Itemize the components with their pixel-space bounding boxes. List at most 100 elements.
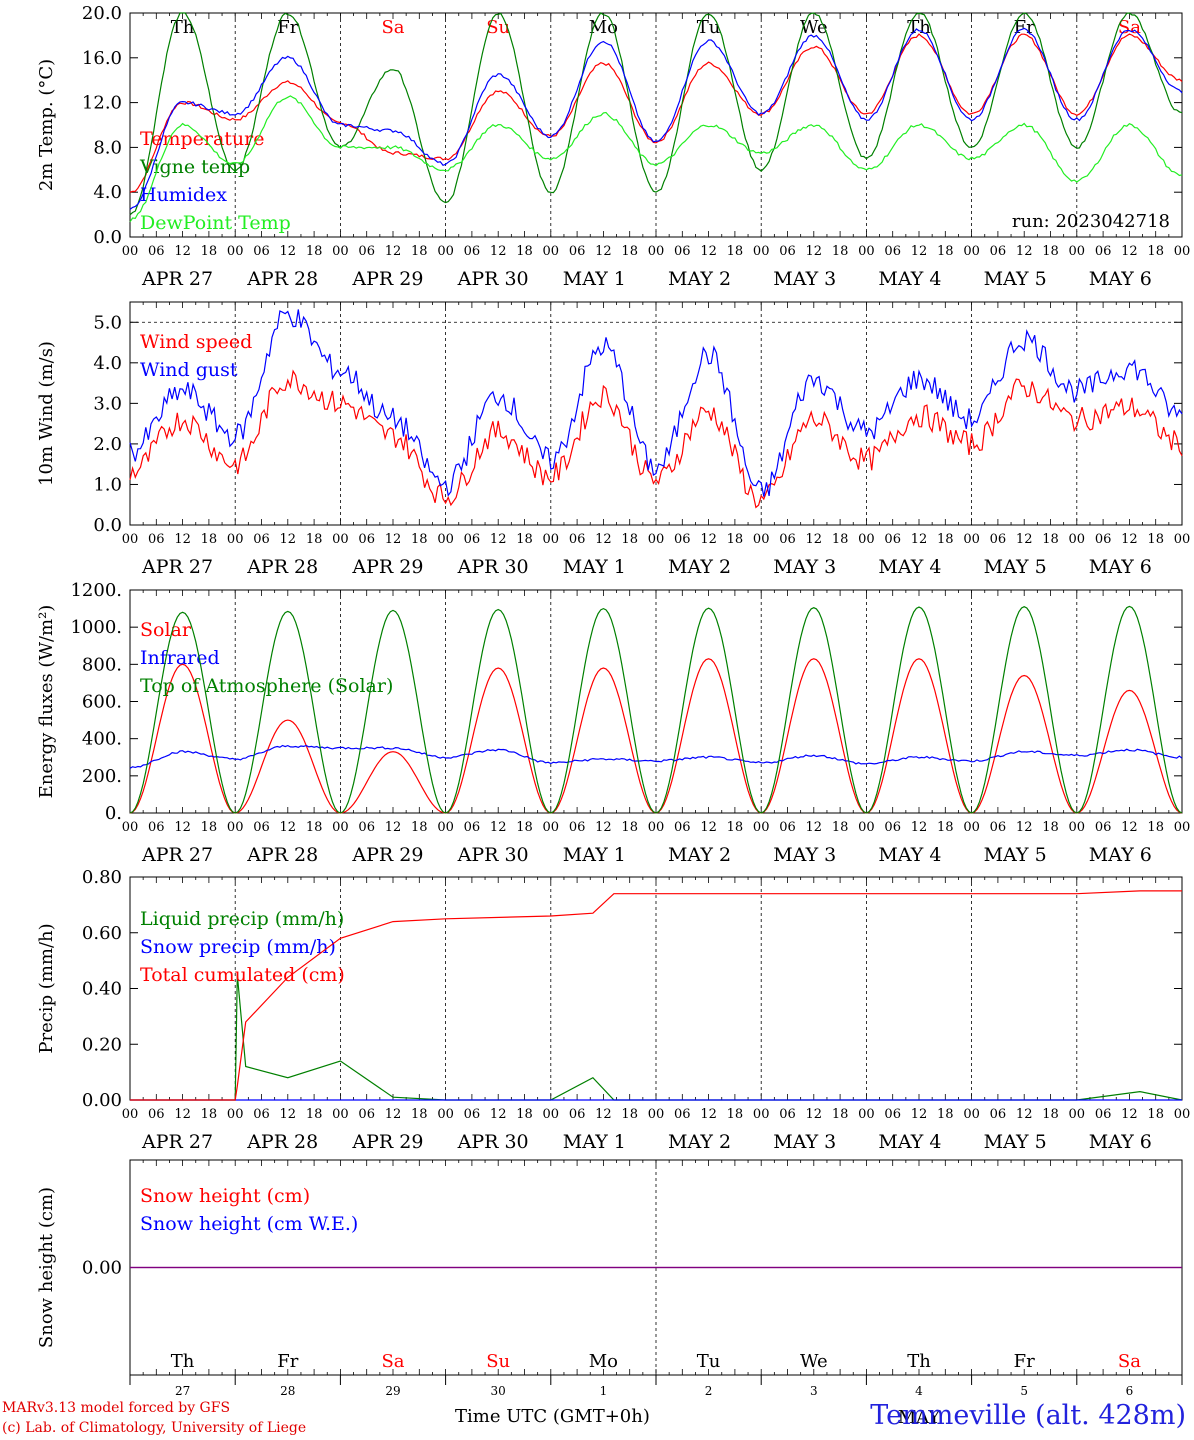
- hour-label: 06: [569, 1107, 586, 1122]
- hour-label: 00: [332, 532, 349, 547]
- hour-label: 06: [1095, 820, 1112, 835]
- hour-label: 12: [700, 532, 717, 547]
- hour-label: 00: [227, 1107, 244, 1122]
- series-line-green: [129, 605, 1183, 814]
- day-name: We: [800, 17, 828, 38]
- legend-entry: Wind gust: [140, 359, 238, 381]
- hour-label: 00: [858, 1107, 875, 1122]
- date-label: APR 28: [246, 268, 318, 290]
- date-label: MAY 3: [773, 556, 836, 578]
- hour-label: 00: [1174, 244, 1191, 259]
- date-label: MAY 5: [984, 1131, 1047, 1153]
- hour-label: 06: [253, 820, 270, 835]
- date-label: MAY 1: [563, 1131, 626, 1153]
- day-number: 1: [600, 1384, 608, 1398]
- hour-label: 00: [1174, 820, 1191, 835]
- date-label: MAY 5: [984, 844, 1047, 866]
- hour-label: 00: [858, 244, 875, 259]
- date-label: MAY 6: [1089, 556, 1152, 578]
- y-axis-label: Snow height (cm): [36, 1187, 57, 1348]
- y-tick-label: 3.0: [93, 393, 122, 414]
- hour-label: 18: [937, 532, 954, 547]
- hour-label: 00: [332, 1107, 349, 1122]
- hour-label: 06: [148, 532, 165, 547]
- hour-label: 00: [753, 820, 770, 835]
- hour-label: 00: [1069, 820, 1086, 835]
- hour-label: 12: [911, 820, 928, 835]
- lab-credit: (c) Lab. of Climatology, University of L…: [2, 1420, 307, 1436]
- hour-label: 00: [543, 820, 560, 835]
- hour-label: 00: [227, 820, 244, 835]
- day-name: Th: [171, 1351, 195, 1372]
- series-line-blue: [129, 744, 1183, 769]
- hour-label: 06: [253, 532, 270, 547]
- hour-label: 06: [569, 532, 586, 547]
- hour-label: 00: [858, 532, 875, 547]
- hour-label: 18: [516, 1107, 533, 1122]
- hour-label: 18: [306, 532, 323, 547]
- hour-label: 12: [595, 1107, 612, 1122]
- hour-label: 00: [437, 820, 454, 835]
- y-tick-label: 0.: [105, 803, 122, 824]
- hour-label: 06: [569, 244, 586, 259]
- date-label: MAY 6: [1089, 268, 1152, 290]
- hour-label: 06: [779, 820, 796, 835]
- legend-entry: Vigne temp: [139, 156, 250, 178]
- hour-label: 12: [911, 1107, 928, 1122]
- hour-label: 12: [806, 1107, 823, 1122]
- hour-label: 12: [700, 820, 717, 835]
- y-tick-label: 1000.: [70, 617, 122, 638]
- day-number: 27: [175, 1384, 190, 1398]
- hour-label: 18: [1042, 820, 1059, 835]
- hour-label: 18: [727, 532, 744, 547]
- hour-label: 12: [1121, 532, 1138, 547]
- hour-label: 18: [306, 1107, 323, 1122]
- hour-label: 12: [806, 532, 823, 547]
- hour-label: 00: [963, 820, 980, 835]
- day-number: 4: [915, 1384, 923, 1398]
- y-tick-label: 16.0: [82, 48, 122, 69]
- day-name: Tu: [697, 17, 721, 38]
- hour-label: 00: [1069, 244, 1086, 259]
- x-axis-title: Time UTC (GMT+0h): [455, 1406, 650, 1427]
- date-label: APR 30: [457, 556, 529, 578]
- day-name: Fr: [1014, 1351, 1035, 1372]
- hour-label: 06: [464, 820, 481, 835]
- hour-label: 00: [122, 532, 139, 547]
- legend-entry: Solar: [140, 619, 192, 641]
- y-axis-label: 10m Wind (m/s): [36, 341, 57, 486]
- hour-label: 18: [411, 1107, 428, 1122]
- y-tick-label: 2.0: [93, 434, 122, 455]
- day-name: Sa: [1118, 17, 1141, 38]
- hour-label: 00: [963, 1107, 980, 1122]
- date-label: APR 28: [246, 556, 318, 578]
- y-tick-label: 0.00: [82, 1258, 122, 1279]
- hour-label: 00: [332, 244, 349, 259]
- hour-label: 18: [1147, 532, 1164, 547]
- hour-label: 06: [674, 1107, 691, 1122]
- hour-label: 18: [306, 244, 323, 259]
- hour-label: 06: [884, 532, 901, 547]
- hour-label: 12: [490, 820, 507, 835]
- hour-label: 00: [648, 532, 665, 547]
- hour-label: 18: [516, 820, 533, 835]
- date-label: MAY 4: [878, 844, 941, 866]
- hour-label: 06: [884, 820, 901, 835]
- hour-label: 06: [1095, 244, 1112, 259]
- hour-label: 12: [490, 1107, 507, 1122]
- day-name: Su: [486, 1351, 510, 1372]
- day-number: 28: [280, 1384, 295, 1398]
- hour-label: 12: [595, 244, 612, 259]
- station-title: Temmeville (alt. 428m): [870, 1400, 1186, 1431]
- hour-label: 00: [963, 244, 980, 259]
- y-axis-label: Energy fluxes (W/m²): [36, 605, 57, 799]
- legend-entry: Snow height (cm): [140, 1185, 310, 1207]
- day-number: 2: [705, 1384, 713, 1398]
- hour-label: 12: [806, 244, 823, 259]
- date-label: APR 29: [351, 268, 423, 290]
- hour-label: 06: [674, 820, 691, 835]
- y-tick-label: 800.: [82, 654, 122, 675]
- hour-label: 06: [674, 532, 691, 547]
- hour-label: 18: [832, 532, 849, 547]
- day-name: Fr: [277, 17, 298, 38]
